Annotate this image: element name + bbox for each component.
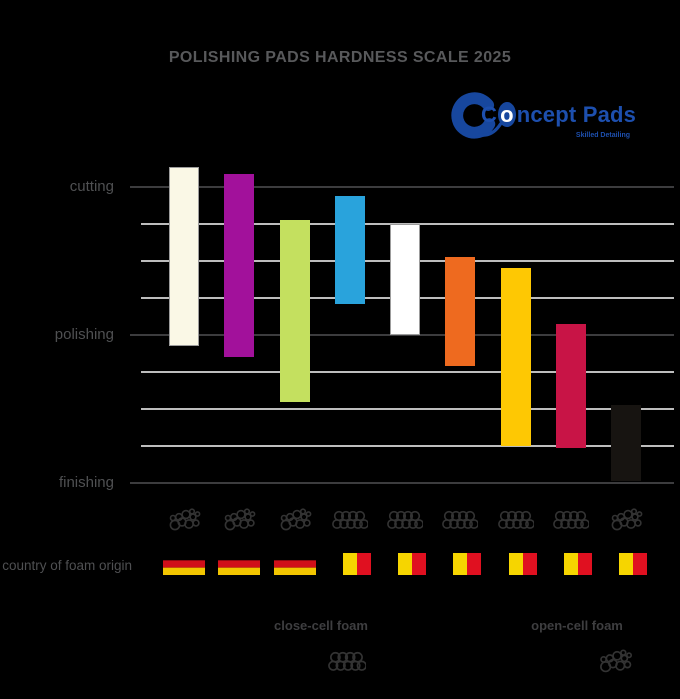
axis-label-finishing: finishing: [58, 474, 114, 491]
axis-label-cutting: cutting: [69, 178, 114, 195]
pad-bar: [500, 268, 531, 446]
legend-open-cell-label: open-cell foam: [531, 618, 623, 633]
flag-belgium-icon: [384, 553, 426, 575]
pad-bar: [334, 196, 365, 304]
country-flag: [328, 553, 371, 575]
pad-bar: [169, 166, 199, 347]
legend-close-cell-label: close-cell foam: [274, 618, 368, 633]
gridline: [141, 445, 674, 447]
gridline: [130, 482, 674, 484]
foam-type-icon: [497, 507, 535, 533]
country-flag: [494, 553, 537, 575]
open-cell-foam-icon: [611, 508, 643, 531]
close-cell-foam-icon: [328, 651, 367, 671]
country-flag: [439, 553, 482, 575]
open-cell-foam-icon: [280, 508, 311, 531]
country-flag: [549, 553, 592, 575]
gridline: [141, 408, 674, 410]
open-cell-foam-icon: [600, 649, 633, 673]
open-cell-foam-icon: [224, 508, 256, 531]
close-cell-foam-icon: [497, 510, 535, 529]
legend-open-cell-icon-slot: [596, 648, 634, 675]
flag-belgium-icon: [439, 553, 482, 575]
foam-type-icon: [331, 507, 369, 533]
open-cell-foam-icon: [169, 508, 201, 531]
flag-belgium-icon: [549, 553, 592, 575]
country-flag: [273, 553, 316, 575]
pad-bar: [390, 224, 420, 335]
country-flag: [218, 553, 261, 575]
gridline: [141, 371, 674, 373]
foam-type-icon: [608, 507, 644, 533]
legend-close-cell-icon-slot: [328, 648, 367, 675]
country-flag: [605, 553, 647, 575]
close-cell-foam-icon: [552, 510, 590, 529]
foam-type-icon: [277, 507, 313, 533]
foam-type-icon: [221, 507, 257, 533]
close-cell-foam-icon: [442, 510, 480, 529]
country-flag: [384, 553, 426, 575]
axis-label-polishing: polishing: [54, 326, 114, 343]
pad-bar: [611, 405, 641, 482]
page-title: POLISHING PADS HARDNESS SCALE 2025: [168, 49, 512, 66]
foam-type-icon: [442, 507, 480, 533]
close-cell-foam-icon: [387, 510, 424, 529]
foam-type-icon: [166, 507, 202, 533]
gridline: [130, 334, 674, 336]
brand-tagline: Skilled Detailing: [575, 132, 630, 139]
flag-germany-icon: [218, 553, 261, 575]
country-flag: [163, 553, 205, 575]
flag-germany-icon: [163, 553, 205, 575]
foam-type-icon: [552, 507, 590, 533]
flag-germany-icon: [273, 553, 316, 575]
flag-belgium-icon: [494, 553, 537, 575]
flag-belgium-icon: [605, 553, 647, 575]
pad-bar: [224, 174, 255, 358]
foam-type-icon: [387, 507, 424, 533]
close-cell-foam-icon: [331, 510, 369, 529]
pad-bar: [555, 323, 586, 448]
flag-belgium-icon: [328, 553, 371, 575]
pad-bar: [445, 257, 476, 367]
pad-bar: [279, 220, 310, 402]
country-row-label: country of foam origin: [2, 558, 132, 573]
gridline: [130, 186, 674, 188]
